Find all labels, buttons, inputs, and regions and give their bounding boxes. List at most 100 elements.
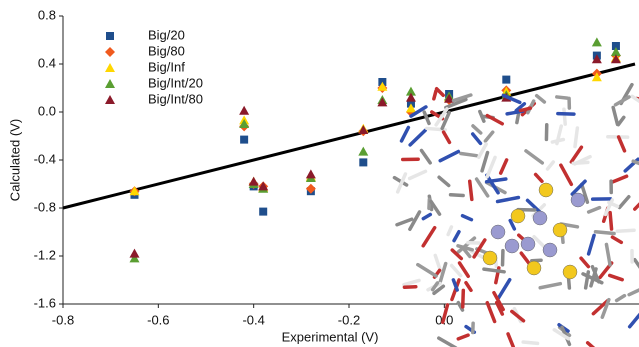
molecule-bond [630, 313, 639, 327]
molecule-bond [532, 260, 541, 261]
y-tick-label: 0.4 [38, 55, 56, 70]
molecule-bond [498, 197, 519, 201]
legend-label: Big/Int/20 [148, 75, 203, 90]
molecule-atom [491, 225, 505, 239]
molecule-atom [543, 243, 557, 257]
x-tick-label: -0.8 [52, 312, 74, 327]
legend-marker [106, 32, 114, 40]
molecule-bond [410, 171, 426, 178]
point [306, 169, 316, 178]
molecule-bond [508, 334, 513, 347]
molecule-atom [563, 265, 577, 279]
chart: Experimental (V) Calculated (V) 0.8 0.4 0.… [0, 0, 639, 347]
molecule-bond [536, 174, 542, 181]
molecule-bond [423, 228, 434, 246]
page: {"chart_data": {"type": "scatter", "x_la… [0, 0, 639, 347]
molecule-atom [527, 261, 541, 275]
molecule-bond [612, 237, 621, 242]
y-axis-label: Calculated (V) [7, 119, 22, 201]
point [359, 158, 367, 166]
y-tick-label: -0.4 [34, 151, 56, 166]
molecule-bond [453, 280, 457, 290]
molecule-atom [511, 209, 525, 223]
molecule-bond [404, 280, 419, 284]
legend-marker [105, 63, 115, 72]
molecule-bond [619, 137, 625, 151]
molecule-bond [402, 127, 409, 140]
y-tick-label: -0.8 [34, 199, 56, 214]
y-tick-label: 0.8 [38, 7, 56, 22]
molecule-bond [537, 96, 545, 102]
molecule-bond [540, 284, 560, 288]
molecule-bond [548, 162, 554, 169]
point [592, 37, 602, 46]
legend-label: Big/Int/80 [148, 91, 203, 106]
molecule-atom [533, 211, 547, 225]
point [502, 76, 510, 84]
y-tick-label: -1.2 [34, 247, 56, 262]
molecule-bond [444, 132, 450, 142]
molecule-bond [463, 216, 472, 220]
molecule-bond [424, 112, 429, 123]
molecule-image [394, 85, 639, 347]
molecule-bond [552, 140, 563, 143]
molecule-bond [520, 108, 530, 110]
legend-marker [105, 79, 115, 88]
molecule-bond [501, 160, 507, 173]
point [358, 147, 368, 156]
x-tick-label: -0.6 [147, 312, 169, 327]
legend-marker [105, 95, 115, 104]
molecule-bond [439, 177, 449, 185]
molecule-bond [473, 126, 481, 133]
molecule-bond [437, 89, 444, 95]
x-tick-label: -0.4 [242, 312, 264, 327]
molecule-bond [617, 296, 625, 301]
molecule-bond [454, 232, 459, 241]
molecule-bond [433, 283, 438, 290]
molecule-bond [526, 151, 542, 163]
molecule-bond [463, 290, 464, 307]
molecule-bond [575, 128, 577, 147]
molecule-atom [505, 239, 519, 253]
molecule-bond [410, 130, 425, 145]
legend-label: Big/20 [148, 27, 185, 42]
molecule-bond [573, 162, 588, 163]
molecule-bond [439, 338, 456, 347]
molecule-bond [397, 219, 412, 224]
molecule-bond [613, 107, 617, 124]
molecule-bond [618, 117, 623, 124]
molecule-bond [452, 266, 461, 276]
point [249, 177, 259, 186]
molecule-bond [485, 132, 492, 141]
x-axis-label: Experimental (V) [282, 329, 379, 344]
molecule-bond [499, 280, 510, 298]
point [239, 106, 249, 115]
molecule-atom [521, 237, 535, 251]
molecule-atom [483, 251, 497, 265]
molecule-bond [423, 215, 430, 219]
molecule-bond [466, 283, 471, 291]
molecule-bond [635, 197, 639, 209]
molecule-bond [440, 152, 458, 161]
molecule-bond [523, 342, 537, 343]
molecule-bond [617, 230, 634, 231]
legend-label: Big/Inf [148, 59, 185, 74]
molecule-bond [564, 109, 565, 124]
molecule-bond [487, 303, 494, 322]
molecule-bond [606, 244, 610, 265]
molecule-bond [487, 157, 495, 176]
molecule-atom [571, 193, 585, 207]
molecule-bond [461, 153, 477, 155]
molecule-bond [558, 114, 574, 115]
molecule-bond [470, 181, 472, 199]
molecule-bond [418, 265, 436, 276]
y-tick-label: -1.6 [34, 295, 56, 310]
point [358, 125, 368, 134]
molecule-bond [482, 153, 487, 171]
molecule-bond [595, 232, 614, 234]
molecule-bond [635, 260, 639, 274]
molecule-bond [458, 335, 468, 339]
molecule-bond [451, 195, 464, 196]
y-tick-label: 0.0 [38, 103, 56, 118]
molecule-bond [422, 150, 431, 162]
